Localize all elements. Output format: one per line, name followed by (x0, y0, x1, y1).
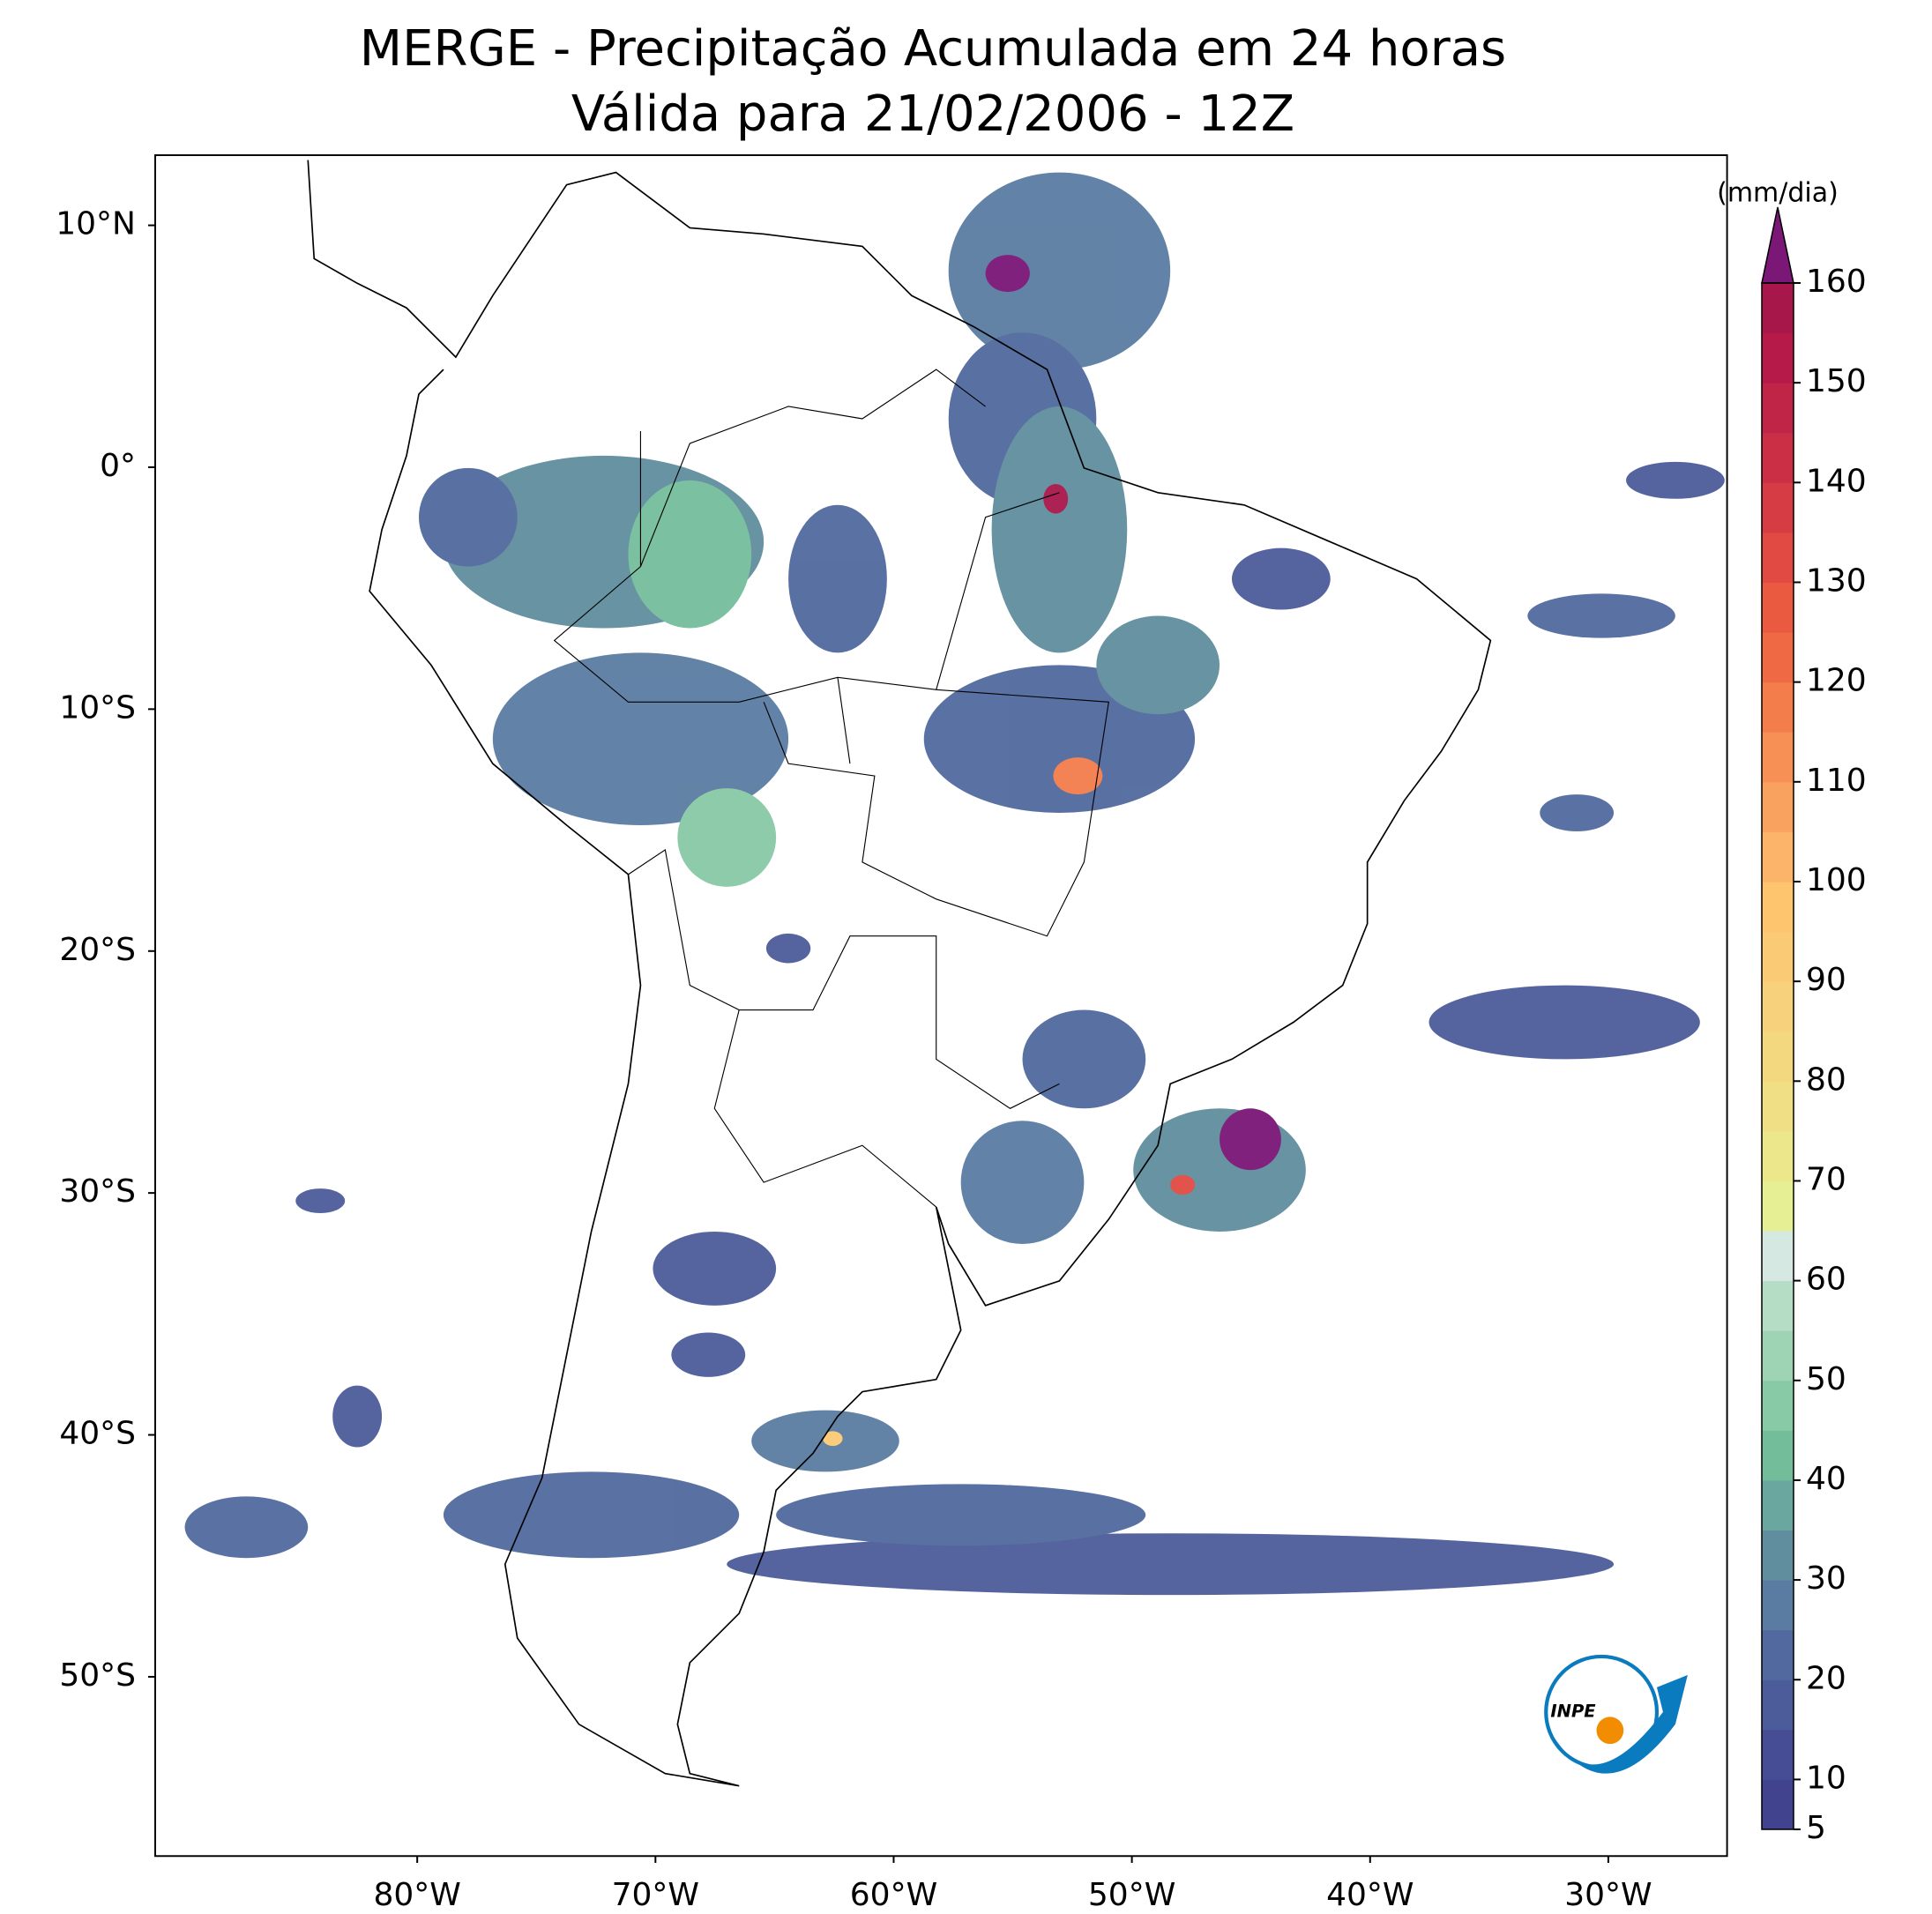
colorbar-tick-label: 80 (1806, 1061, 1846, 1098)
colorbar-extend (1761, 206, 1794, 284)
colorbar-band (1762, 1330, 1794, 1382)
colorbar-tick-label: 70 (1806, 1161, 1846, 1197)
colorbar-band (1762, 532, 1794, 583)
colorbar-tick-label: 100 (1806, 862, 1867, 898)
y-tick-label: 20°S (59, 932, 136, 968)
x-tick-label: 40°W (1326, 1877, 1414, 1910)
colorbar-band (1762, 681, 1794, 733)
colorbar-tick-label: 130 (1806, 562, 1867, 599)
plot-frame (154, 154, 1728, 1858)
logo-text: INPE (1550, 1701, 1596, 1721)
colorbar-band (1762, 1479, 1794, 1531)
colorbar-tick-label: 150 (1806, 363, 1867, 399)
colorbar-band (1762, 283, 1794, 334)
colorbar-band (1762, 482, 1794, 533)
y-tick-label: 40°S (59, 1416, 136, 1452)
colorbar-tick-label: 30 (1806, 1560, 1846, 1597)
colorbar-band (1762, 632, 1794, 683)
colorbar-band (1762, 1430, 1794, 1481)
map-layer: INPE (154, 154, 1728, 1858)
x-tick-label: 30°W (1564, 1877, 1652, 1910)
y-tick-label: 50°S (59, 1657, 136, 1694)
colorbar-tick-label: 90 (1806, 962, 1846, 998)
x-tick-label: 70°W (612, 1877, 699, 1910)
colorbar-tick-label: 140 (1806, 463, 1867, 499)
colorbar-frame (1761, 282, 1794, 1830)
logo: INPE (1544, 1654, 1688, 1774)
x-tick-label: 60°W (850, 1877, 937, 1910)
chart-subtitle: Válida para 21/02/2006 - 12Z (571, 86, 1294, 143)
x-tick-label: 80°W (373, 1877, 460, 1910)
colorbar-band (1762, 732, 1794, 783)
borders (553, 369, 1109, 1208)
colorbar-tick-label: 10 (1806, 1760, 1846, 1796)
colorbar-band (1762, 881, 1794, 933)
colorbar-band (1762, 1530, 1794, 1581)
colorbar-band (1762, 831, 1794, 883)
colorbar-band (1762, 931, 1794, 982)
y-tick-label: 10°N (56, 206, 136, 242)
colorbar-band (1762, 1231, 1794, 1282)
y-tick-label: 10°S (59, 689, 136, 726)
y-tick-label: 30°S (59, 1173, 136, 1210)
colorbar-tick-label: 40 (1806, 1461, 1846, 1497)
colorbar-tick-label: 50 (1806, 1361, 1846, 1397)
colorbar-tick-label: 5 (1806, 1810, 1826, 1846)
precipitation (184, 172, 1725, 1596)
colorbar-band (1762, 1729, 1794, 1780)
colorbar-band (1762, 332, 1794, 384)
colorbar-label: (mm/dia) (1717, 178, 1839, 209)
colorbar-band (1762, 1031, 1794, 1082)
colorbar-band (1762, 1629, 1794, 1680)
colorbar-tick-label: 110 (1806, 763, 1867, 799)
colorbar-tick-label: 160 (1806, 264, 1867, 300)
colorbar-tick-label: 120 (1806, 663, 1867, 699)
colorbar-band (1762, 1779, 1794, 1830)
coastline (307, 160, 1492, 1787)
colorbar-tick-label: 60 (1806, 1262, 1846, 1298)
colorbar-band (1762, 1679, 1794, 1731)
colorbar-band (1762, 383, 1794, 434)
colorbar-band (1762, 1130, 1794, 1181)
colorbar-band (1762, 781, 1794, 832)
colorbar-band (1762, 1580, 1794, 1631)
colorbar-tick-label: 20 (1806, 1660, 1846, 1696)
chart-title: MERGE - Precipitação Acumulada em 24 hor… (360, 20, 1506, 78)
colorbar-band (1762, 1280, 1794, 1331)
colorbar-band (1762, 582, 1794, 633)
colorbar-band (1762, 1380, 1794, 1431)
colorbar-band (1762, 1180, 1794, 1232)
x-tick-label: 50°W (1088, 1877, 1175, 1910)
colorbar-band (1762, 1081, 1794, 1132)
y-tick-label: 0° (100, 448, 136, 484)
colorbar-band (1762, 432, 1794, 483)
colorbar-band (1762, 981, 1794, 1032)
